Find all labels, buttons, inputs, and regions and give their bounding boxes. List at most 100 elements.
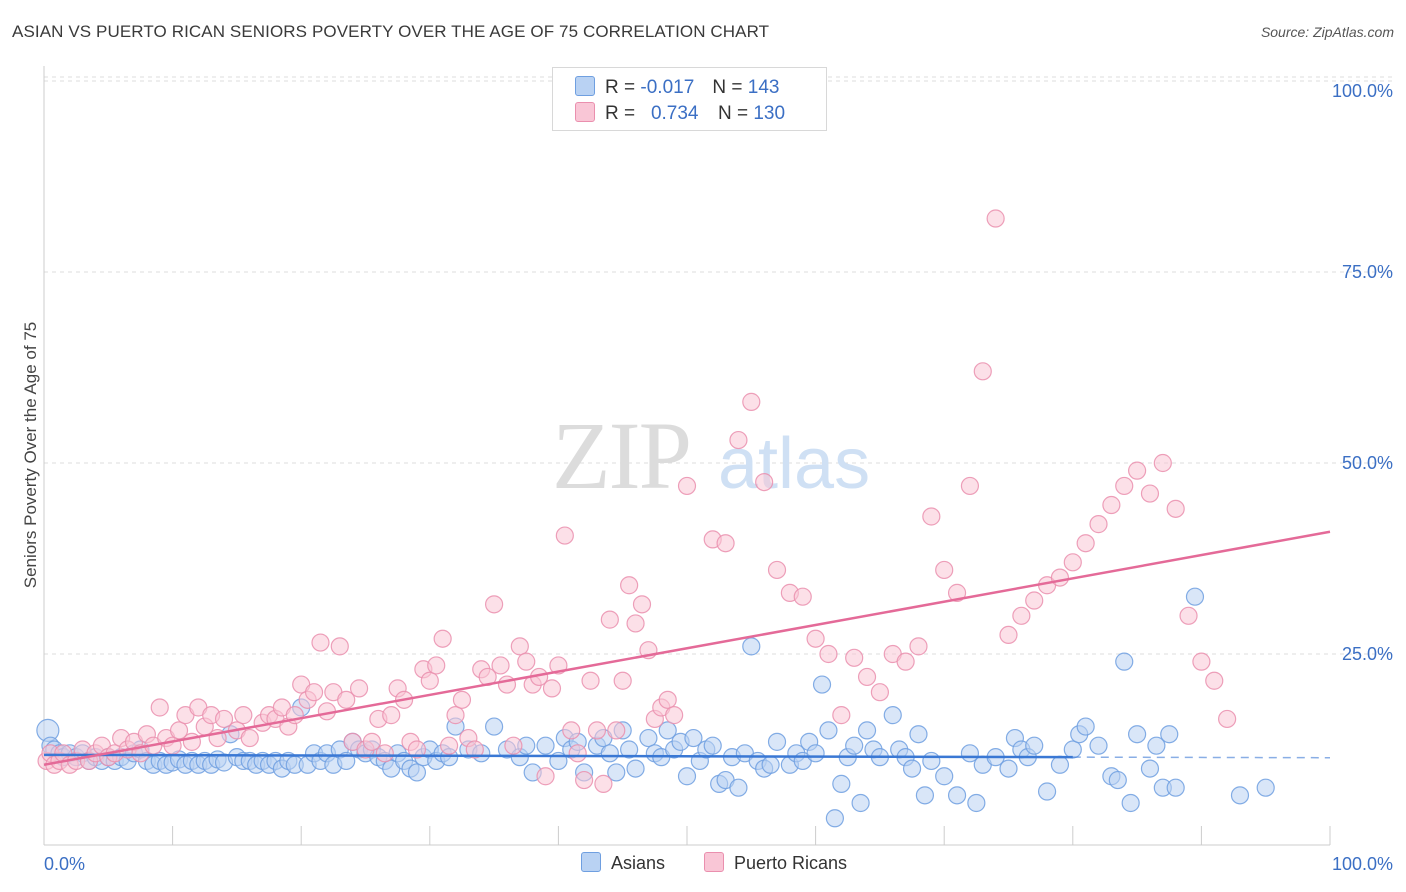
asians-point [1166, 778, 1185, 797]
puerto-ricans-point [742, 392, 761, 411]
puerto-ricans-point [658, 690, 677, 709]
asians-point [1127, 725, 1147, 744]
puerto-ricans-point [806, 629, 825, 648]
puerto-ricans-point [337, 690, 356, 709]
trend-lines [43, 530, 1331, 767]
x-tick-label: 100.0% [1332, 854, 1393, 874]
asians-point [857, 721, 877, 740]
puerto-ricans-point [304, 683, 324, 702]
puerto-ricans-point [613, 671, 632, 690]
puerto-ricans-point [909, 637, 928, 656]
n-label: N = [712, 77, 743, 98]
asians-point [999, 759, 1018, 778]
chart-title: ASIAN VS PUERTO RICAN SENIORS POVERTY OV… [12, 22, 770, 41]
asians-point [1256, 778, 1275, 797]
puerto-ricans-n-value: 130 [753, 103, 786, 124]
puerto-ricans-point [575, 770, 594, 790]
gridlines [44, 76, 1393, 655]
puerto-ricans-point [581, 671, 600, 690]
correlation-legend: R = -0.017 N = 143 R = 0.734 N = 130 [552, 67, 827, 131]
puerto-ricans-point [1025, 591, 1044, 610]
puerto-ricans-point [510, 637, 529, 656]
puerto-ricans-point [446, 706, 465, 725]
asians-point [407, 763, 427, 782]
y-axis-label: Seniors Poverty Over the Age of 75 [21, 322, 40, 588]
puerto-ricans-point [1127, 461, 1147, 480]
puerto-ricans-point [240, 728, 259, 748]
asians-point [639, 728, 658, 748]
asians-n-value: 143 [747, 77, 780, 98]
puerto-ricans-point [169, 721, 189, 740]
puerto-ricans-point [857, 667, 877, 687]
asians-point [1185, 587, 1205, 606]
asians-r-value: -0.017 [640, 77, 695, 98]
puerto-ricans-point [1218, 709, 1237, 729]
asians-point [967, 793, 986, 813]
asians-point [485, 717, 504, 736]
puerto-ricans-point [755, 473, 774, 492]
asians-point [607, 763, 626, 782]
asians-point [1025, 736, 1044, 755]
puerto-ricans-point [465, 740, 484, 759]
asians-point [1076, 717, 1095, 736]
puerto-ricans-point [767, 560, 787, 580]
asians-point [1050, 755, 1070, 774]
puerto-ricans-point [832, 706, 851, 725]
puerto-ricans-point [600, 610, 619, 629]
watermark: ZIP atlas [552, 402, 870, 509]
asians-point [922, 751, 941, 771]
legend-puerto-ricans: Puerto Ricans [704, 852, 847, 874]
puerto-ricans-point [1102, 495, 1121, 515]
asians-point [1063, 740, 1082, 759]
n-label: N = [717, 103, 749, 124]
asians-point [806, 744, 825, 763]
asians-point [626, 759, 645, 778]
puerto-ricans-point [504, 736, 523, 755]
asians-point [1108, 770, 1127, 790]
asians-point [902, 759, 922, 778]
tick-labels: 100.0% 75.0% 50.0% 25.0% 0.0% 100.0% [44, 81, 1393, 874]
puerto-ricans-point [311, 633, 330, 652]
puerto-ricans-point [947, 583, 967, 602]
puerto-ricans-point [214, 709, 234, 729]
puerto-ricans-point [433, 629, 452, 648]
puerto-ricans-point [491, 656, 510, 675]
asians-point [851, 793, 870, 813]
puerto-ricans-point [1166, 499, 1185, 518]
puerto-ricans-point [665, 706, 684, 725]
puerto-ricans-point [407, 740, 427, 759]
puerto-ricans-point [716, 534, 735, 553]
puerto-ricans-point [427, 656, 446, 675]
puerto-ricans-point [594, 774, 613, 793]
puerto-ricans-point [626, 614, 645, 633]
puerto-ricans-point [1115, 476, 1134, 496]
puerto-ricans-point [1089, 515, 1108, 534]
asians-point [1037, 782, 1057, 801]
asians-point [819, 721, 838, 740]
puerto-ricans-point [1140, 484, 1160, 503]
puerto-ricans-point [632, 595, 652, 614]
puerto-ricans-swatch [575, 102, 595, 122]
legend-row-asians: R = -0.017 N = 143 [575, 76, 779, 100]
puerto-ricans-point [349, 679, 369, 698]
puerto-ricans-point [555, 526, 574, 545]
puerto-ricans-point [1192, 652, 1211, 671]
puerto-ricans-point [568, 744, 587, 763]
puerto-ricans-point [922, 507, 941, 526]
puerto-ricans-point [960, 476, 980, 496]
puerto-ricans-point [330, 637, 349, 656]
asians-point [812, 675, 832, 694]
series-puerto-ricans-points [37, 209, 1237, 793]
puerto-ricans-point [1205, 671, 1224, 690]
puerto-ricans-point [896, 652, 915, 671]
asians-point [1121, 793, 1140, 813]
y-tick-label: 100.0% [1332, 81, 1393, 101]
watermark-zip: ZIP [552, 402, 690, 509]
puerto-ricans-point [587, 721, 607, 740]
asians-trend-extension [1072, 756, 1331, 759]
puerto-ricans-legend-swatch [704, 852, 724, 872]
puerto-ricans-point [1179, 606, 1198, 625]
asians-point [729, 778, 748, 797]
puerto-ricans-point [935, 560, 954, 580]
